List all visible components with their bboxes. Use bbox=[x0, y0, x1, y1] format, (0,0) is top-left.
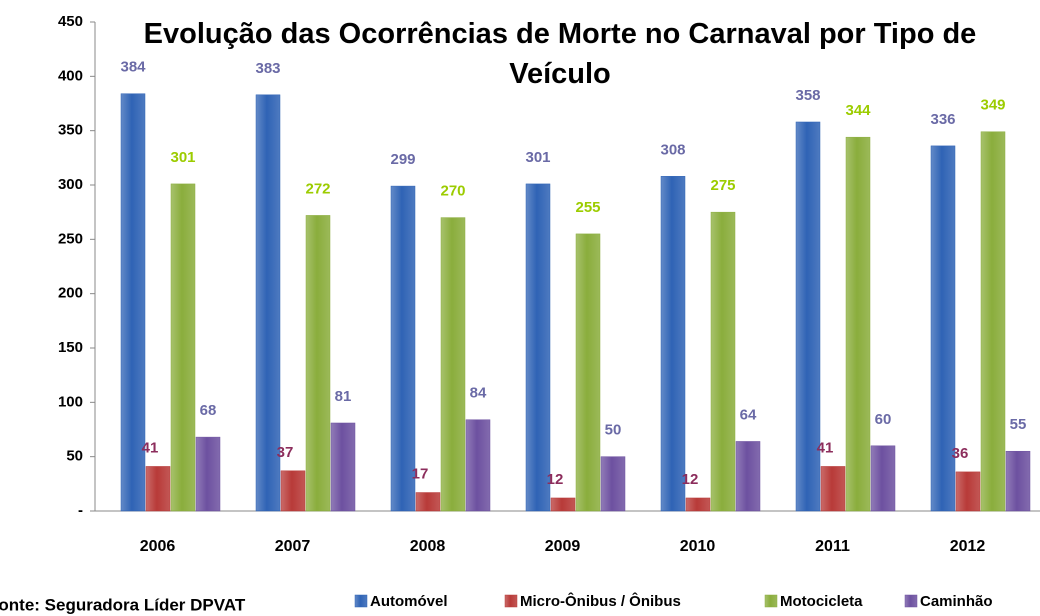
data-label: 336 bbox=[930, 111, 955, 128]
data-label: 41 bbox=[817, 439, 834, 456]
legend-label: Motocicleta bbox=[780, 593, 863, 610]
x-tick-label: 2010 bbox=[680, 538, 716, 555]
bar bbox=[120, 93, 146, 512]
bar bbox=[930, 145, 956, 512]
bar bbox=[170, 183, 196, 512]
data-label: 36 bbox=[952, 445, 969, 462]
data-label: 12 bbox=[682, 471, 699, 488]
bar bbox=[795, 121, 821, 512]
bar bbox=[330, 422, 356, 512]
y-tick-label: 300 bbox=[58, 176, 83, 193]
bar bbox=[575, 233, 601, 512]
bar bbox=[820, 466, 846, 512]
y-tick-label: 400 bbox=[58, 67, 83, 84]
y-tick-label: 200 bbox=[58, 285, 83, 302]
data-label: 299 bbox=[390, 151, 415, 168]
data-label: 255 bbox=[575, 199, 600, 216]
legend-swatch bbox=[354, 594, 368, 608]
bar bbox=[1005, 450, 1031, 512]
bar bbox=[145, 466, 171, 512]
bar bbox=[415, 492, 441, 512]
legend-swatch bbox=[764, 594, 778, 608]
y-tick-label: 350 bbox=[58, 122, 83, 139]
data-label: 50 bbox=[605, 422, 622, 439]
bar bbox=[870, 445, 896, 512]
bar bbox=[550, 497, 576, 512]
data-label: 37 bbox=[277, 444, 294, 461]
bar bbox=[390, 185, 416, 512]
data-label: 358 bbox=[795, 87, 820, 104]
y-tick-label: 450 bbox=[58, 13, 83, 30]
data-label: 68 bbox=[200, 402, 217, 419]
data-label: 60 bbox=[875, 411, 892, 428]
chart-title: Evolução das Ocorrências de Morte no Car… bbox=[143, 18, 977, 90]
data-label: 272 bbox=[305, 180, 330, 197]
bar bbox=[255, 94, 281, 512]
data-label: 301 bbox=[170, 149, 195, 166]
data-label: 308 bbox=[660, 141, 685, 158]
bar bbox=[980, 131, 1006, 512]
data-label: 41 bbox=[142, 439, 159, 456]
x-tick-label: 2009 bbox=[545, 538, 581, 555]
data-label: 384 bbox=[120, 59, 146, 76]
bar bbox=[955, 471, 981, 512]
data-label: 17 bbox=[412, 465, 429, 482]
data-label: 349 bbox=[980, 97, 1005, 114]
legend-swatch bbox=[504, 594, 518, 608]
bar bbox=[845, 136, 871, 512]
x-tick-label: 2007 bbox=[275, 538, 311, 555]
legend-label: Micro-Ônibus / Ônibus bbox=[520, 592, 681, 610]
y-tick-label: 100 bbox=[58, 393, 83, 410]
bar bbox=[685, 497, 711, 512]
y-tick-label: 150 bbox=[58, 339, 83, 356]
data-label: 64 bbox=[740, 406, 757, 423]
x-tick-label: 2008 bbox=[410, 538, 446, 555]
bar bbox=[735, 441, 761, 512]
legend-label: Automóvel bbox=[370, 593, 448, 610]
data-label: 12 bbox=[547, 471, 564, 488]
bar bbox=[305, 215, 331, 512]
y-tick-label: 50 bbox=[66, 448, 83, 465]
data-label: 344 bbox=[845, 102, 871, 119]
data-label: 383 bbox=[255, 60, 280, 77]
bar bbox=[440, 217, 466, 512]
x-tick-label: 2006 bbox=[140, 538, 176, 555]
data-label: 270 bbox=[440, 183, 465, 200]
source-note: Fonte: Seguradora Líder DPVAT bbox=[0, 595, 246, 614]
legend-swatch bbox=[904, 594, 918, 608]
data-label: 301 bbox=[525, 149, 550, 166]
bar bbox=[710, 211, 736, 512]
x-tick-label: 2011 bbox=[815, 538, 850, 555]
bar bbox=[195, 436, 221, 512]
x-tick-label: 2012 bbox=[950, 538, 986, 555]
data-label: 84 bbox=[470, 385, 487, 402]
y-tick-label: - bbox=[78, 502, 83, 519]
bar bbox=[465, 419, 491, 512]
y-tick-label: 250 bbox=[58, 230, 83, 247]
legend-label: Caminhão bbox=[920, 593, 993, 610]
bar bbox=[660, 176, 686, 512]
data-label: 81 bbox=[335, 388, 352, 405]
bar bbox=[525, 183, 551, 512]
bar bbox=[600, 456, 626, 512]
bar bbox=[280, 470, 306, 512]
data-label: 275 bbox=[710, 177, 735, 194]
data-label: 55 bbox=[1010, 416, 1027, 433]
